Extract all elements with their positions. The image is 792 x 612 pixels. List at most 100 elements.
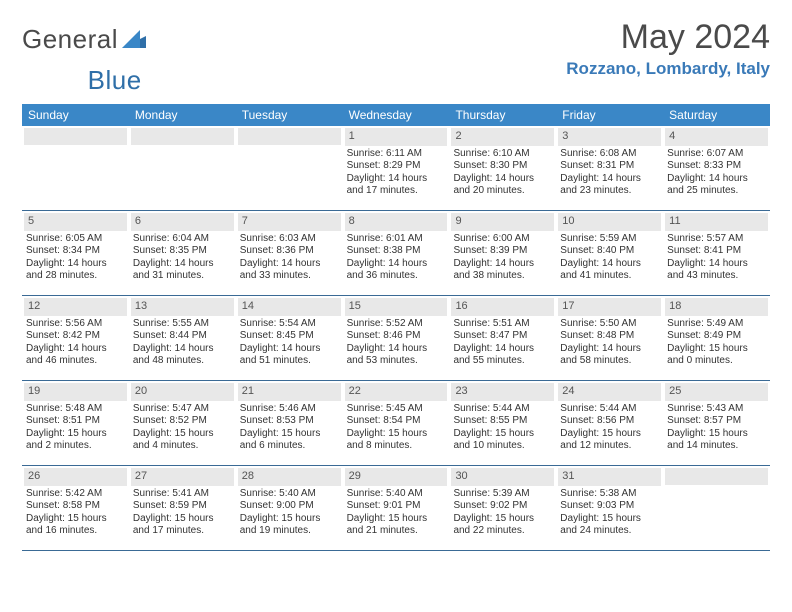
day-cell: 22Sunrise: 5:45 AMSunset: 8:54 PMDayligh… <box>343 381 450 465</box>
sunset-text: Sunset: 8:47 PM <box>453 330 552 343</box>
weekday-header: Saturday <box>663 104 770 126</box>
weekday-header: Friday <box>556 104 663 126</box>
day-info: Sunrise: 5:39 AMSunset: 9:02 PMDaylight:… <box>451 488 554 538</box>
day-cell: 5 Sunrise: 6:05 AMSunset: 8:34 PMDaylight… <box>22 211 129 295</box>
day-number: 6 <box>131 213 234 231</box>
daylight-text: Daylight: 15 hours <box>560 428 659 441</box>
sunset-text: Sunset: 8:42 PM <box>26 330 125 343</box>
day-number: 17 <box>558 298 661 316</box>
sunset-text: Sunset: 8:41 PM <box>667 245 766 258</box>
sunrise-text: Sunrise: 6:01 AM <box>347 233 446 246</box>
day-info: Sunrise: 6:01 AMSunset: 8:38 PMDaylight:… <box>345 233 448 283</box>
week-row: 1 Sunrise: 6:11 AMSunset: 8:29 PMDaylight… <box>22 126 770 211</box>
daylight-text: and 6 minutes. <box>240 440 339 453</box>
daylight-text: and 53 minutes. <box>347 355 446 368</box>
daylight-text: Daylight: 14 hours <box>667 173 766 186</box>
sunset-text: Sunset: 9:03 PM <box>560 500 659 513</box>
day-cell: 6Sunrise: 6:04 AMSunset: 8:35 PMDaylight… <box>129 211 236 295</box>
day-info: Sunrise: 6:05 AMSunset: 8:34 PMDaylight:… <box>24 233 127 283</box>
daylight-text: and 31 minutes. <box>133 270 232 283</box>
day-cell: 10Sunrise: 5:59 AMSunset: 8:40 PMDayligh… <box>556 211 663 295</box>
day-info: Sunrise: 6:11 AMSunset: 8:29 PMDaylight:… <box>345 148 448 198</box>
daylight-text: Daylight: 14 hours <box>26 258 125 271</box>
daylight-text: Daylight: 15 hours <box>347 513 446 526</box>
day-info: Sunrise: 5:49 AMSunset: 8:49 PMDaylight:… <box>665 318 768 368</box>
daylight-text: Daylight: 14 hours <box>667 258 766 271</box>
daylight-text: and 48 minutes. <box>133 355 232 368</box>
sunset-text: Sunset: 8:45 PM <box>240 330 339 343</box>
day-cell: 27Sunrise: 5:41 AMSunset: 8:59 PMDayligh… <box>129 466 236 550</box>
weekday-header: Wednesday <box>343 104 450 126</box>
sunrise-text: Sunrise: 5:39 AM <box>453 488 552 501</box>
day-number: 18 <box>665 298 768 316</box>
daylight-text: and 4 minutes. <box>133 440 232 453</box>
brand-name-part1: General <box>22 24 118 55</box>
day-cell: 24Sunrise: 5:44 AMSunset: 8:56 PMDayligh… <box>556 381 663 465</box>
sunset-text: Sunset: 9:00 PM <box>240 500 339 513</box>
daylight-text: Daylight: 15 hours <box>133 513 232 526</box>
sunset-text: Sunset: 9:02 PM <box>453 500 552 513</box>
sunrise-text: Sunrise: 5:57 AM <box>667 233 766 246</box>
daylight-text: Daylight: 15 hours <box>453 513 552 526</box>
daylight-text: Daylight: 15 hours <box>453 428 552 441</box>
sunrise-text: Sunrise: 5:40 AM <box>240 488 339 501</box>
sunset-text: Sunset: 8:31 PM <box>560 160 659 173</box>
sunrise-text: Sunrise: 5:51 AM <box>453 318 552 331</box>
day-cell: 16Sunrise: 5:51 AMSunset: 8:47 PMDayligh… <box>449 296 556 380</box>
sunset-text: Sunset: 8:39 PM <box>453 245 552 258</box>
day-info: Sunrise: 5:56 AMSunset: 8:42 PMDaylight:… <box>24 318 127 368</box>
sunrise-text: Sunrise: 5:41 AM <box>133 488 232 501</box>
day-info: Sunrise: 5:40 AMSunset: 9:00 PMDaylight:… <box>238 488 341 538</box>
day-number: 26 <box>24 468 127 486</box>
sunset-text: Sunset: 8:40 PM <box>560 245 659 258</box>
day-number: 8 <box>345 213 448 231</box>
week-row: 5 Sunrise: 6:05 AMSunset: 8:34 PMDaylight… <box>22 211 770 296</box>
brand-logo: General <box>22 18 146 55</box>
sunset-text: Sunset: 8:33 PM <box>667 160 766 173</box>
sunrise-text: Sunrise: 6:08 AM <box>560 148 659 161</box>
weekday-header: Tuesday <box>236 104 343 126</box>
day-cell <box>22 126 129 210</box>
day-info: Sunrise: 5:55 AMSunset: 8:44 PMDaylight:… <box>131 318 234 368</box>
daylight-text: and 19 minutes. <box>240 525 339 538</box>
day-number: 9 <box>451 213 554 231</box>
day-number: 20 <box>131 383 234 401</box>
day-number: 5 <box>24 213 127 231</box>
day-cell: 29Sunrise: 5:40 AMSunset: 9:01 PMDayligh… <box>343 466 450 550</box>
day-number: 12 <box>24 298 127 316</box>
empty-day-number <box>24 128 127 145</box>
daylight-text: Daylight: 14 hours <box>133 258 232 271</box>
day-number: 30 <box>451 468 554 486</box>
day-number: 1 <box>345 128 448 146</box>
daylight-text: and 58 minutes. <box>560 355 659 368</box>
day-info: Sunrise: 5:52 AMSunset: 8:46 PMDaylight:… <box>345 318 448 368</box>
day-number: 24 <box>558 383 661 401</box>
sunrise-text: Sunrise: 5:55 AM <box>133 318 232 331</box>
day-cell: 26Sunrise: 5:42 AMSunset: 8:58 PMDayligh… <box>22 466 129 550</box>
daylight-text: and 41 minutes. <box>560 270 659 283</box>
day-number: 7 <box>238 213 341 231</box>
week-row: 26Sunrise: 5:42 AMSunset: 8:58 PMDayligh… <box>22 466 770 551</box>
daylight-text: and 16 minutes. <box>26 525 125 538</box>
daylight-text: Daylight: 15 hours <box>667 428 766 441</box>
day-cell: 8 Sunrise: 6:01 AMSunset: 8:38 PMDaylight… <box>343 211 450 295</box>
sunrise-text: Sunrise: 5:45 AM <box>347 403 446 416</box>
daylight-text: and 0 minutes. <box>667 355 766 368</box>
day-info: Sunrise: 5:50 AMSunset: 8:48 PMDaylight:… <box>558 318 661 368</box>
sunset-text: Sunset: 8:30 PM <box>453 160 552 173</box>
daylight-text: Daylight: 15 hours <box>667 343 766 356</box>
day-number: 28 <box>238 468 341 486</box>
sunrise-text: Sunrise: 6:03 AM <box>240 233 339 246</box>
day-info: Sunrise: 5:45 AMSunset: 8:54 PMDaylight:… <box>345 403 448 453</box>
month-title: May 2024 <box>566 18 770 57</box>
daylight-text: Daylight: 15 hours <box>347 428 446 441</box>
day-info: Sunrise: 5:54 AMSunset: 8:45 PMDaylight:… <box>238 318 341 368</box>
daylight-text: and 8 minutes. <box>347 440 446 453</box>
week-row: 12 Sunrise: 5:56 AMSunset: 8:42 PMDayligh… <box>22 296 770 381</box>
daylight-text: Daylight: 14 hours <box>453 343 552 356</box>
sunrise-text: Sunrise: 6:07 AM <box>667 148 766 161</box>
brand-name-part2: Blue <box>88 65 142 96</box>
day-number: 21 <box>238 383 341 401</box>
day-cell: 1 Sunrise: 6:11 AMSunset: 8:29 PMDaylight… <box>343 126 450 210</box>
brand-icon <box>122 24 146 55</box>
